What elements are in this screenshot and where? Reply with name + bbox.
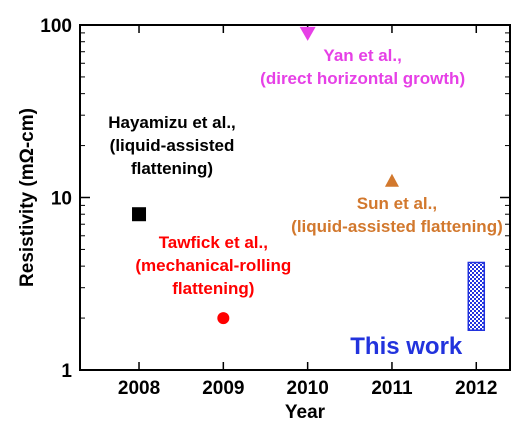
x-tick-label: 2012: [455, 378, 497, 399]
tawfick-label-line: Tawfick et al.,: [159, 233, 268, 252]
x-tick-label: 2009: [202, 378, 244, 399]
x-axis-title: Year: [285, 402, 326, 423]
tawfick-label-line: (mechanical-rolling: [135, 256, 291, 275]
y-tick-label: 10: [51, 189, 72, 210]
yan-marker: [299, 26, 316, 41]
x-tick-label: 2008: [118, 378, 160, 399]
tawfick-label: Tawfick et al., (mechanical-rolling flatte…: [135, 233, 291, 298]
sun-label-line: Sun et al.,: [357, 194, 437, 213]
y-tick-label: 1: [61, 361, 72, 382]
y-tick-label: 100: [40, 16, 72, 37]
marks-layer: [132, 26, 486, 331]
axes-layer: 2008 2009 2010 2011 2012 1 10 100: [40, 16, 511, 399]
yan-label-line: (direct horizontal growth): [260, 69, 465, 88]
sun-label-line: (liquid-assisted flattening): [291, 217, 503, 236]
annotations-layer: Hayamizu et al., (liquid-assisted flatteni…: [108, 46, 503, 360]
y-axis-title: Resistivity (mΩ-cm): [17, 108, 38, 287]
x-tick-label: 2011: [371, 378, 413, 399]
hayamizu-label-line: flattening): [131, 159, 213, 178]
hayamizu-label-line: (liquid-assisted: [110, 136, 235, 155]
x-tick-label: 2010: [287, 378, 329, 399]
sun-label: Sun et al., (liquid-assisted flattening): [291, 194, 503, 236]
yan-label-line: Yan et al.,: [323, 46, 401, 65]
hayamizu-marker: [132, 207, 147, 222]
this-work-range-bar: [467, 261, 486, 331]
tawfick-marker: [217, 312, 230, 325]
hayamizu-label-line: Hayamizu et al.,: [108, 113, 236, 132]
hayamizu-label: Hayamizu et al., (liquid-assisted flatteni…: [108, 113, 236, 178]
this-work-label: This work: [350, 333, 463, 360]
sun-marker: [384, 173, 399, 187]
tawfick-label-line: flattening): [172, 279, 254, 298]
yan-label: Yan et al., (direct horizontal growth): [260, 46, 465, 88]
